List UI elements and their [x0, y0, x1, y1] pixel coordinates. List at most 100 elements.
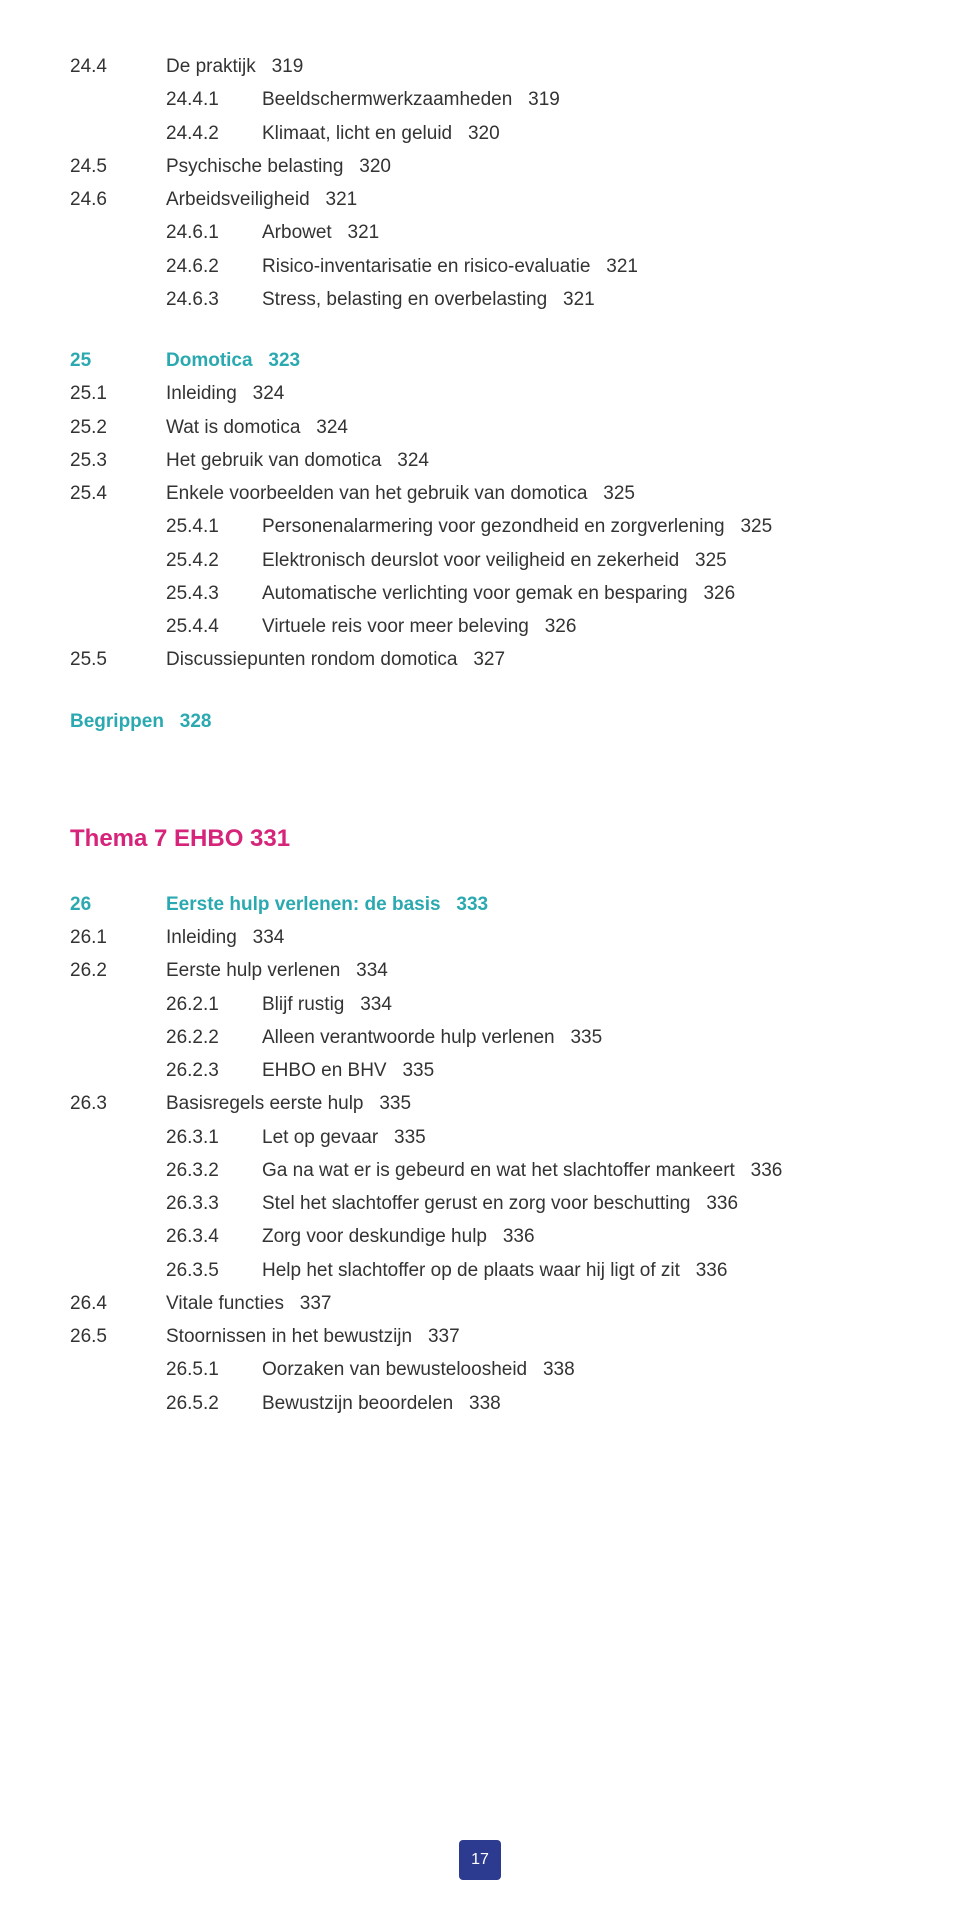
toc-page: 325 [740, 510, 772, 543]
toc-page: 326 [703, 577, 735, 610]
toc-title: Let op gevaar [262, 1121, 378, 1154]
toc-title: Eerste hulp verlenen [166, 954, 340, 987]
toc-page: 324 [253, 377, 285, 410]
toc-title: De praktijk [166, 50, 256, 83]
toc-page: 327 [473, 643, 505, 676]
toc-page: 335 [394, 1121, 426, 1154]
toc-page: 325 [695, 544, 727, 577]
toc-title: Het gebruik van domotica [166, 444, 381, 477]
toc-title: Psychische belasting [166, 150, 343, 183]
toc-number: 26.3.5 [166, 1254, 262, 1287]
toc-page: 338 [543, 1353, 575, 1386]
toc-number: 25.4.4 [166, 610, 262, 643]
toc-title: Discussiepunten rondom domotica [166, 643, 458, 676]
toc-entry: 26Eerste hulp verlenen: de basis 333 [70, 888, 890, 921]
toc-entry: 24.4.2Klimaat, licht en geluid 320 [70, 117, 890, 150]
toc-spacer [387, 1054, 403, 1087]
toc-title: Domotica [166, 344, 253, 377]
toc-entry: 24.6Arbeidsveiligheid 321 [70, 183, 890, 216]
toc-page: 326 [545, 610, 577, 643]
toc-entry: 26.3.4Zorg voor deskundige hulp 336 [70, 1220, 890, 1253]
toc-spacer [343, 150, 359, 183]
toc-number: 25.4.1 [166, 510, 262, 543]
toc-title: EHBO en BHV [262, 1054, 387, 1087]
toc-number: 24.4.2 [166, 117, 262, 150]
toc-page: 321 [326, 183, 358, 216]
toc-entry: 26.3.3Stel het slachtoffer gerust en zor… [70, 1187, 890, 1220]
toc-number: 25.5 [70, 643, 166, 676]
toc-entry: 25.3Het gebruik van domotica 324 [70, 444, 890, 477]
toc-title: Bewustzijn beoordelen [262, 1387, 453, 1420]
toc-page: 334 [253, 921, 285, 954]
toc-number: 26.5.1 [166, 1353, 262, 1386]
toc-page: 321 [606, 250, 638, 283]
toc-page: 335 [570, 1021, 602, 1054]
toc-title: Oorzaken van bewusteloosheid [262, 1353, 527, 1386]
toc-number: 26.3.1 [166, 1121, 262, 1154]
toc-page: 325 [603, 477, 635, 510]
toc-page: 321 [348, 216, 380, 249]
toc-number: 26.3 [70, 1087, 166, 1120]
toc-spacer [300, 411, 316, 444]
toc-spacer [332, 216, 348, 249]
toc-title: Alleen verantwoorde hulp verlenen [262, 1021, 555, 1054]
toc-spacer [344, 988, 360, 1021]
toc-number: 24.6 [70, 183, 166, 216]
toc-title: Basisregels eerste hulp [166, 1087, 364, 1120]
toc-entry: 25.2Wat is domotica 324 [70, 411, 890, 444]
toc-spacer [452, 117, 468, 150]
toc-page: 336 [751, 1154, 783, 1187]
toc-page: 337 [300, 1287, 332, 1320]
toc-entry: 26.3.2Ga na wat er is gebeurd en wat het… [70, 1154, 890, 1187]
toc-title: Vitale functies [166, 1287, 284, 1320]
toc-title: Automatische verlichting voor gemak en b… [262, 577, 688, 610]
toc-spacer [555, 1021, 571, 1054]
toc-spacer [547, 283, 563, 316]
toc-page: 336 [706, 1187, 738, 1220]
toc-title: Zorg voor deskundige hulp [262, 1220, 487, 1253]
toc-number: 26.3.4 [166, 1220, 262, 1253]
toc-title: Enkele voorbeelden van het gebruik van d… [166, 477, 587, 510]
toc-entry: 26.2.3EHBO en BHV 335 [70, 1054, 890, 1087]
toc-gap [70, 316, 890, 344]
toc-spacer [441, 888, 457, 921]
toc-entry: 24.6.2Risico-inventarisatie en risico-ev… [70, 250, 890, 283]
toc-title: Begrippen [70, 705, 164, 738]
toc-title: Stress, belasting en overbelasting [262, 283, 547, 316]
toc-entry: 26.2.2Alleen verantwoorde hulp verlenen … [70, 1021, 890, 1054]
toc-spacer [164, 705, 180, 738]
toc-page: 334 [360, 988, 392, 1021]
toc-spacer [237, 377, 253, 410]
toc-number: 26.2.3 [166, 1054, 262, 1087]
toc-entry: 25.4.2Elektronisch deurslot voor veiligh… [70, 544, 890, 577]
toc-title: Ga na wat er is gebeurd en wat het slach… [262, 1154, 735, 1187]
toc-entry: 26.5.2Bewustzijn beoordelen 338 [70, 1387, 890, 1420]
toc-number: 24.4.1 [166, 83, 262, 116]
toc-spacer [453, 1387, 469, 1420]
toc-number: 24.6.1 [166, 216, 262, 249]
toc-spacer [527, 1353, 543, 1386]
toc-spacer [256, 50, 272, 83]
toc-number: 25.4.2 [166, 544, 262, 577]
toc-number: 26.5 [70, 1320, 166, 1353]
toc-entry: 24.6.1Arbowet 321 [70, 216, 890, 249]
toc-number: 25.1 [70, 377, 166, 410]
toc-spacer [529, 610, 545, 643]
toc-number: 26 [70, 888, 166, 921]
toc-page: 324 [316, 411, 348, 444]
toc-title: Arbowet [262, 216, 332, 249]
toc-page: 320 [359, 150, 391, 183]
toc-spacer [364, 1087, 380, 1120]
toc-page: 337 [428, 1320, 460, 1353]
toc-entry: 25.4Enkele voorbeelden van het gebruik v… [70, 477, 890, 510]
toc-page: 335 [402, 1054, 434, 1087]
toc-spacer [679, 544, 695, 577]
toc-title: Eerste hulp verlenen: de basis [166, 888, 441, 921]
toc-number: 26.2.2 [166, 1021, 262, 1054]
toc-entry: 26.3.5Help het slachtoffer op de plaats … [70, 1254, 890, 1287]
toc-number: 26.3.3 [166, 1187, 262, 1220]
toc-spacer [587, 477, 603, 510]
toc-entry: 25.4.3Automatische verlichting voor gema… [70, 577, 890, 610]
toc-number: 24.6.2 [166, 250, 262, 283]
toc-page: 323 [268, 344, 300, 377]
